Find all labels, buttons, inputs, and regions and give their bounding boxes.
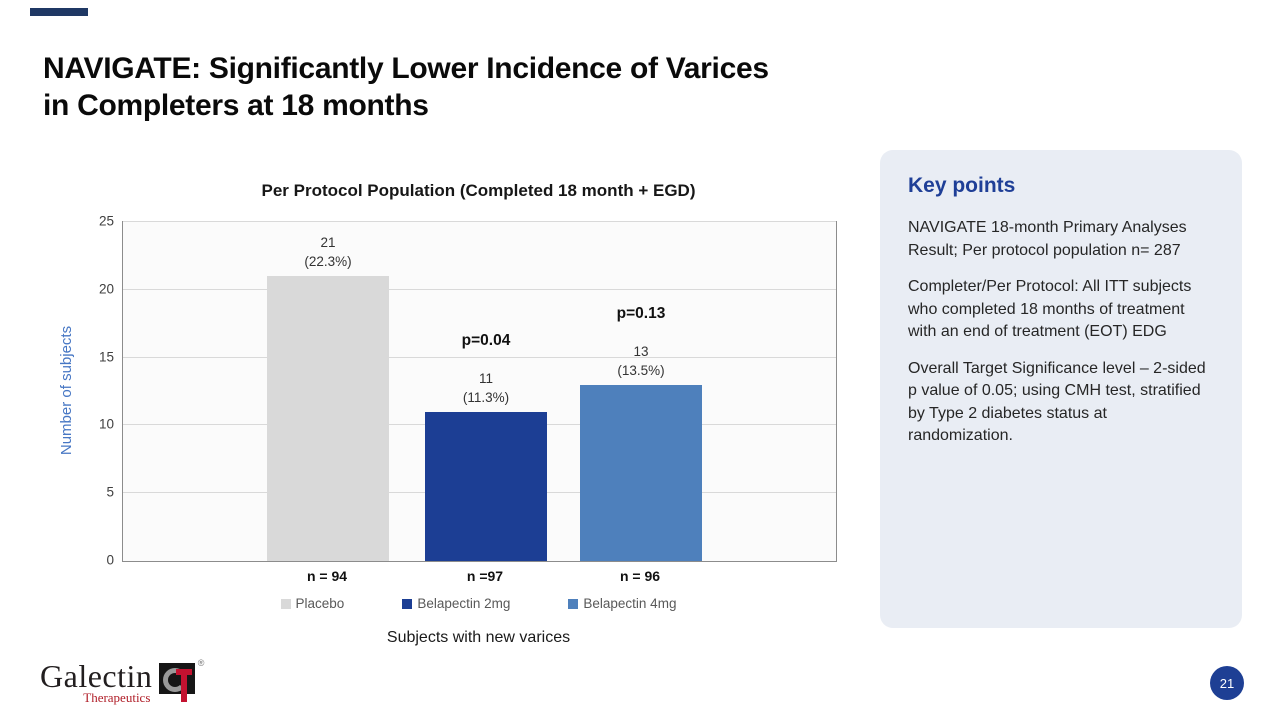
y-tick-label: 25 (98, 213, 114, 229)
bar-value-line: (11.3%) (462, 389, 510, 405)
logo-t-cap (176, 669, 193, 675)
y-tick-label: 10 (98, 416, 114, 432)
n-label: n =97 (466, 568, 504, 584)
page-number-badge: 21 (1210, 666, 1244, 700)
bar-value-label: 13 (13.5%) (561, 342, 721, 380)
plot-area: 21 (22.3%) 11 (11.3%) 13 (13.5%) p=0.04 p=0.13 (122, 221, 837, 562)
p-value-label: p=0.04 (461, 331, 511, 349)
legend-label: Belapectin 4mg (583, 596, 677, 611)
y-ticks: 0 5 10 15 20 25 (76, 214, 114, 568)
y-tick-label: 15 (98, 349, 114, 365)
bar-value-line: 21 (320, 235, 336, 251)
galectin-logo: Galectin Therapeutics ® (40, 658, 204, 704)
bar-belapectin-4mg (580, 384, 702, 561)
chart-title: Per Protocol Population (Completed 18 mo… (261, 181, 696, 200)
legend-item: Belapectin 2mg (402, 596, 510, 611)
slide-title-line1: NAVIGATE: Significantly Lower Incidence … (43, 52, 769, 85)
y-tick-label: 5 (106, 484, 114, 500)
registered-trademark-icon: ® (197, 658, 205, 668)
key-point-paragraph: NAVIGATE 18-month Primary Analyses Resul… (908, 219, 1187, 259)
p-value-label: p=0.13 (616, 304, 666, 322)
bar-value-line: 13 (633, 343, 649, 359)
bar-value-label: 11 (11.3%) (406, 369, 566, 407)
logo-g-arc (163, 668, 188, 692)
key-point-paragraph: Completer/Per Protocol: All ITT subjects… (908, 278, 1192, 340)
gridline (123, 356, 836, 358)
legend-swatch-icon (568, 598, 579, 609)
legend-item: Belapectin 4mg (568, 596, 676, 611)
legend-swatch-icon (280, 598, 291, 609)
slide-title-line2: in Completers at 18 months (43, 89, 429, 122)
key-points-panel: Key points NAVIGATE 18-month Primary Ana… (880, 150, 1242, 628)
page-number: 21 (1219, 675, 1235, 691)
bar-value-line: (22.3%) (304, 254, 352, 270)
bar-value-line: (13.5%) (617, 362, 665, 378)
legend-item: Placebo (280, 596, 345, 611)
gridline (123, 221, 836, 222)
n-labels: n = 94 n =97 n = 96 (122, 568, 835, 588)
bar-value-label: 21 (22.3%) (248, 233, 408, 271)
legend-label: Placebo (295, 596, 345, 611)
legend: Placebo Belapectin 2mg Belapectin 4mg (122, 596, 835, 611)
bar-belapectin-2mg (425, 411, 547, 561)
gridline (123, 288, 836, 290)
bar-placebo (267, 276, 389, 561)
x-axis-title: Subjects with new varices (386, 629, 571, 646)
key-point-paragraph: Overall Target Significance level – 2-si… (908, 359, 1206, 445)
y-tick-label: 0 (106, 552, 114, 568)
legend-swatch-icon (402, 598, 413, 609)
legend-label: Belapectin 2mg (417, 596, 511, 611)
logo-wordmark: Galectin Therapeutics (40, 660, 152, 704)
bar-value-line: 11 (478, 370, 493, 386)
gt-monogram-icon: ® (159, 658, 204, 702)
n-label: n = 96 (619, 568, 661, 584)
key-points-heading: Key points (908, 174, 1016, 197)
logo-name-text: Galectin (40, 658, 153, 694)
slide-title: NAVIGATE: Significantly Lower Incidence … (43, 50, 903, 124)
title-accent-bar (30, 8, 88, 16)
logo-t-stem (181, 669, 188, 702)
y-axis-title: Number of subjects (58, 325, 75, 456)
y-tick-label: 20 (98, 281, 114, 297)
n-label: n = 94 (306, 568, 348, 584)
logo-sub-text: Therapeutics (83, 690, 151, 705)
